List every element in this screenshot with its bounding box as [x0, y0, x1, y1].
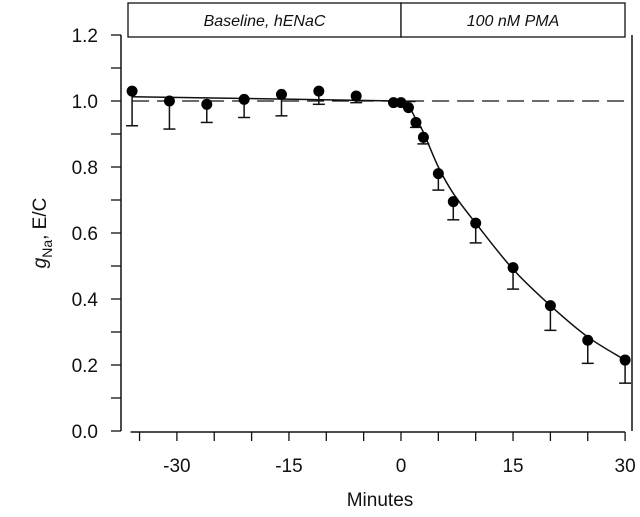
- y-tick-label: 0.8: [72, 158, 98, 179]
- y-tick-label: 1.0: [72, 92, 98, 113]
- y-tick-label: 0.6: [72, 224, 98, 245]
- x-tick-label: 30: [615, 456, 636, 477]
- data-point: [410, 116, 422, 128]
- data-point: [470, 217, 482, 229]
- x-tick-label: 15: [502, 456, 523, 477]
- data-point: [313, 85, 325, 97]
- data-point: [582, 334, 594, 346]
- y-tick-label: 0.4: [72, 290, 99, 311]
- condition-label: 100 nM PMA: [467, 13, 559, 30]
- data-point: [447, 196, 459, 208]
- x-tick-label: -15: [275, 456, 302, 477]
- data-point: [507, 262, 519, 274]
- data-point: [619, 354, 631, 366]
- condition-box: [127, 2, 402, 38]
- data-point: [402, 102, 414, 114]
- data-point: [432, 168, 444, 180]
- data-point: [544, 300, 556, 312]
- data-points: [126, 85, 632, 384]
- data-point: [417, 131, 429, 143]
- data-point: [126, 85, 138, 97]
- data-point: [163, 95, 175, 107]
- y-tick-label: 0.0: [72, 422, 98, 443]
- y-label-g: g: [30, 257, 51, 268]
- condition-label: Baseline, hENaC: [204, 13, 326, 30]
- y-axis-label: gNa, E/C: [30, 198, 55, 269]
- data-point: [201, 98, 213, 110]
- x-axis-label: Minutes: [347, 490, 414, 511]
- data-point: [238, 93, 250, 105]
- data-point: [350, 90, 362, 102]
- y-tick-label: 1.2: [72, 26, 98, 47]
- x-tick-label: -30: [163, 456, 190, 477]
- axes: 0.0 0.2 0.4 0.6 0.8 1.0 1.2 -30 -15 0 15 30: [72, 26, 636, 477]
- y-label-sub: Na: [39, 240, 55, 258]
- condition-headers: Baseline, hENaC 100 nM PMA: [127, 2, 626, 38]
- y-tick-label: 0.2: [72, 356, 98, 377]
- x-tick-label: 0: [396, 456, 407, 477]
- condition-box: [400, 2, 626, 38]
- y-label-rest: , E/C: [30, 198, 51, 240]
- data-point: [275, 88, 287, 100]
